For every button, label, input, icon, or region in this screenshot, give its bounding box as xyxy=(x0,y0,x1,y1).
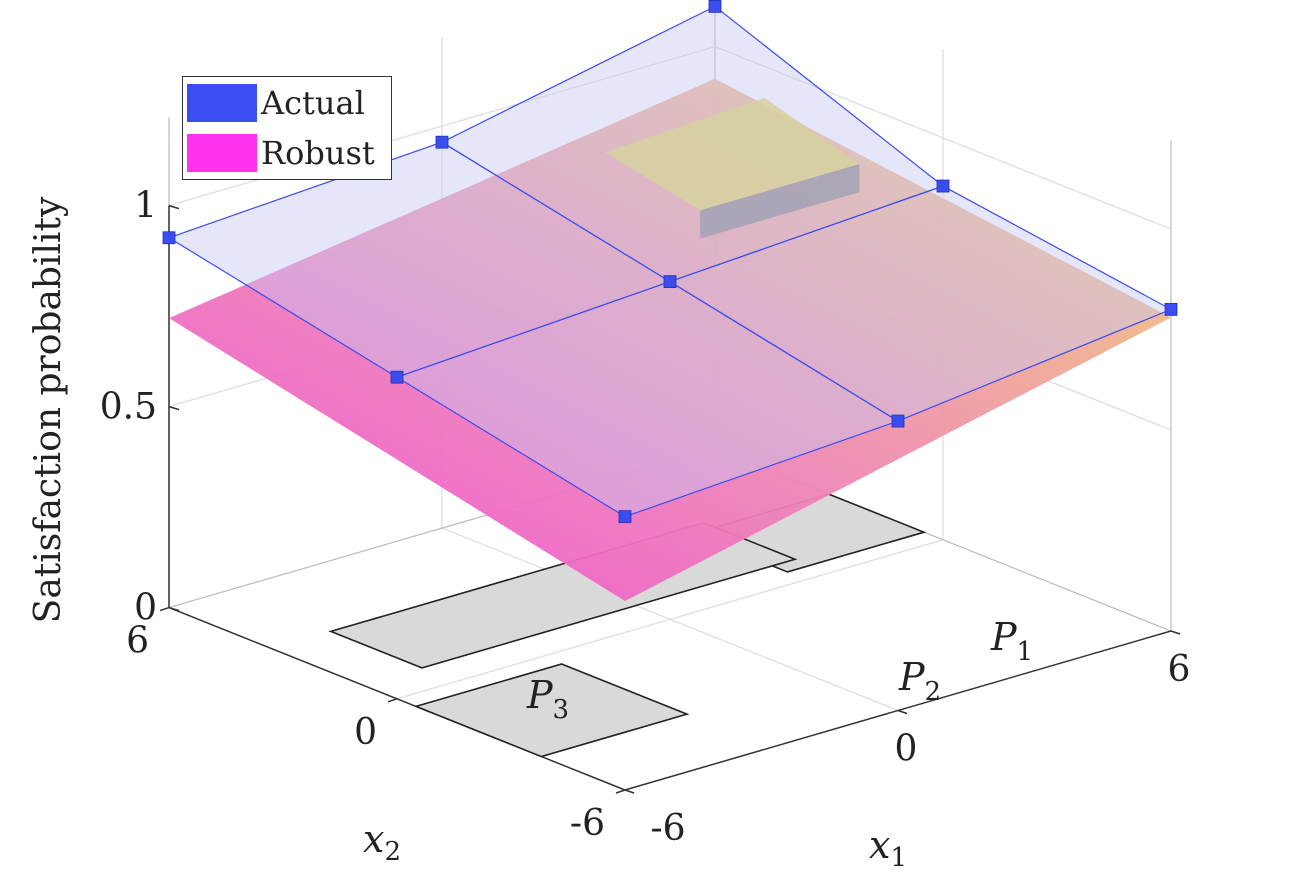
x1-tick-mark xyxy=(897,709,908,715)
z-tick-label: 0 xyxy=(134,588,157,629)
x2-tick-label: 6 xyxy=(126,621,149,662)
x1-axis-label: x1 xyxy=(869,823,907,873)
actual-marker xyxy=(618,510,632,524)
actual-marker xyxy=(435,135,449,149)
legend-item-actual: Actual xyxy=(187,79,365,127)
floor-region-P3 xyxy=(413,663,690,758)
x2-tick-label: -6 xyxy=(570,803,605,844)
actual-marker xyxy=(891,414,905,428)
legend-label-robust: Robust xyxy=(261,134,375,172)
actual-marker xyxy=(390,370,404,384)
actual-marker xyxy=(1164,302,1178,316)
robust-surface-fold-shadow xyxy=(700,163,860,239)
legend: Actual Robust xyxy=(182,76,392,180)
z-axis-label: Satisfaction probability xyxy=(28,196,69,623)
actual-marker xyxy=(936,179,950,193)
actual-surface xyxy=(162,0,1178,524)
x1-tick-mark xyxy=(624,789,635,794)
z-tick-mark xyxy=(168,405,180,411)
z-tick-mark xyxy=(168,606,180,612)
robust-surface xyxy=(169,78,1171,602)
x1-tick-label: 6 xyxy=(1168,649,1191,690)
region-label-P2: P2 xyxy=(898,655,941,707)
robust-surface-patch xyxy=(169,78,1171,602)
x2-tick-mark xyxy=(615,789,626,794)
x2-axis-label: x2 xyxy=(363,817,401,867)
legend-item-robust: Robust xyxy=(187,129,375,177)
robust-surface-fold xyxy=(605,97,860,211)
floor-grid-y xyxy=(396,539,944,700)
x1-tick-label: 0 xyxy=(895,729,918,770)
actual-marker xyxy=(708,0,722,13)
x2-tick-label: 0 xyxy=(354,712,377,753)
x2-tick-mark xyxy=(159,606,170,612)
x1-tick-mark xyxy=(1170,630,1181,635)
actual-marker xyxy=(663,275,677,289)
legend-label-actual: Actual xyxy=(261,84,365,122)
z-tick-label: 1 xyxy=(134,186,157,227)
actual-marker xyxy=(162,231,176,245)
legend-swatch-robust xyxy=(187,134,257,172)
z-tick-mark xyxy=(168,204,180,210)
x2-tick-mark xyxy=(387,698,398,703)
legend-swatch-actual xyxy=(187,84,257,122)
z-tick-label: 0.5 xyxy=(100,387,157,428)
region-label-P1: P1 xyxy=(990,615,1033,667)
x1-tick-label: -6 xyxy=(650,808,685,849)
